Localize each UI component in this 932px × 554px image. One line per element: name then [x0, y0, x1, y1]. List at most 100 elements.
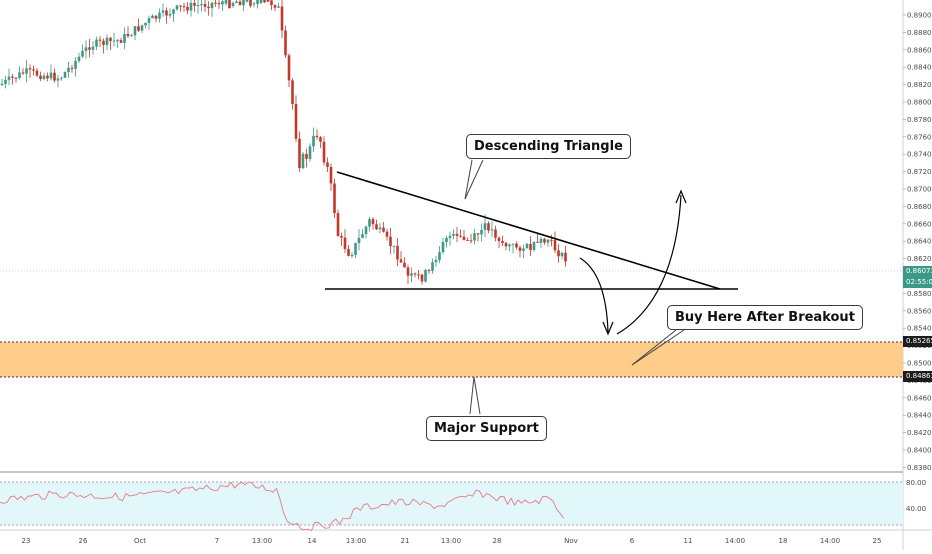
candle-body	[235, 1, 238, 3]
candle-body	[123, 33, 126, 43]
candle-body	[270, 0, 273, 6]
buy-callout-pointer-2	[631, 329, 685, 366]
candle-body	[403, 262, 406, 268]
time-axis-labels: 23 26 Oct 7 13:00 14 13:00 21 13:00 28 Nov 6 11 14:00…	[22, 537, 882, 545]
candle-body	[98, 39, 102, 41]
candle-body	[4, 79, 7, 84]
zone-top-badge: 0.85265	[903, 336, 932, 347]
candle-body	[228, 0, 231, 9]
last-price-badge: 0.86073	[903, 266, 932, 277]
candle-body	[42, 75, 46, 80]
candle-body	[539, 238, 543, 243]
countdown-badge: 02:55:04	[903, 277, 932, 288]
candle-body	[550, 239, 553, 241]
candle-body	[350, 254, 354, 256]
time-tick-label: 26	[79, 537, 88, 545]
candle-body	[266, 0, 270, 2]
buy-after-breakout-callout[interactable]: Buy Here After Breakout	[667, 305, 863, 330]
candle-body	[483, 223, 487, 230]
candle-body	[32, 69, 35, 71]
candle-body	[375, 224, 378, 230]
time-tick-label: 6	[630, 537, 635, 545]
time-tick-label: 23	[22, 537, 31, 545]
candle-body	[126, 33, 130, 37]
candle-body	[343, 237, 347, 249]
candle-body	[280, 6, 284, 31]
candle-body	[112, 40, 116, 42]
osc-band	[0, 482, 903, 525]
candle-body	[354, 243, 357, 255]
time-tick-label: 14:00	[725, 537, 745, 545]
candle-body	[445, 237, 448, 243]
candle-body	[508, 244, 511, 247]
zone-bottom-badge: 0.84863	[903, 371, 932, 382]
candle-body	[347, 248, 350, 256]
candle-body	[231, 2, 235, 6]
candle-body	[336, 213, 340, 236]
candle-body	[392, 245, 396, 247]
osc-level-80: 80.00	[906, 479, 926, 487]
candle-body	[0, 83, 4, 85]
candle-body	[504, 242, 508, 247]
candle-body	[77, 56, 81, 61]
time-tick-label: 25	[873, 537, 882, 545]
candles-layer	[0, 0, 567, 285]
candle-body	[322, 141, 326, 163]
oscillator-pane	[0, 481, 903, 532]
candle-body	[525, 243, 529, 249]
descending-triangle-callout[interactable]: Descending Triangle	[466, 134, 631, 159]
candle-body	[140, 25, 144, 31]
rebound-arrow	[616, 194, 682, 335]
candle-body	[214, 2, 217, 4]
candle-body	[95, 39, 98, 47]
time-tick-label: 13:00	[346, 537, 366, 545]
candle-body	[396, 245, 399, 260]
candle-body	[515, 243, 518, 248]
candle-body	[501, 240, 504, 243]
candle-body	[378, 227, 382, 230]
rebound-arrow-head	[675, 189, 687, 204]
candle-body	[536, 241, 539, 243]
candle-body	[490, 229, 494, 231]
candle-body	[543, 238, 546, 243]
candle-body	[466, 239, 469, 241]
candle-body	[105, 37, 109, 45]
candle-body	[144, 22, 147, 26]
candle-body	[74, 60, 77, 69]
candle-body	[203, 4, 207, 7]
candle-body	[326, 162, 329, 167]
candle-body	[221, 1, 224, 5]
support-callout-pointer-2	[473, 376, 481, 415]
major-support-zone	[0, 342, 903, 377]
candle-body	[14, 77, 18, 79]
candle-body	[431, 262, 434, 271]
candle-body	[245, 0, 249, 2]
candle-body	[329, 166, 333, 184]
candle-body	[35, 70, 39, 76]
candle-body	[564, 252, 567, 262]
candle-body	[487, 223, 490, 231]
candle-body	[294, 103, 298, 139]
candle-body	[473, 233, 476, 241]
candle-body	[56, 78, 60, 81]
major-support-callout[interactable]: Major Support	[426, 416, 547, 441]
candle-body	[529, 243, 532, 250]
time-tick-label: Nov	[564, 537, 578, 545]
candle-body	[340, 235, 343, 238]
candle-body	[60, 77, 63, 79]
candle-body	[154, 15, 158, 19]
candle-body	[427, 270, 431, 272]
candle-body	[88, 47, 91, 50]
candle-body	[119, 40, 123, 43]
